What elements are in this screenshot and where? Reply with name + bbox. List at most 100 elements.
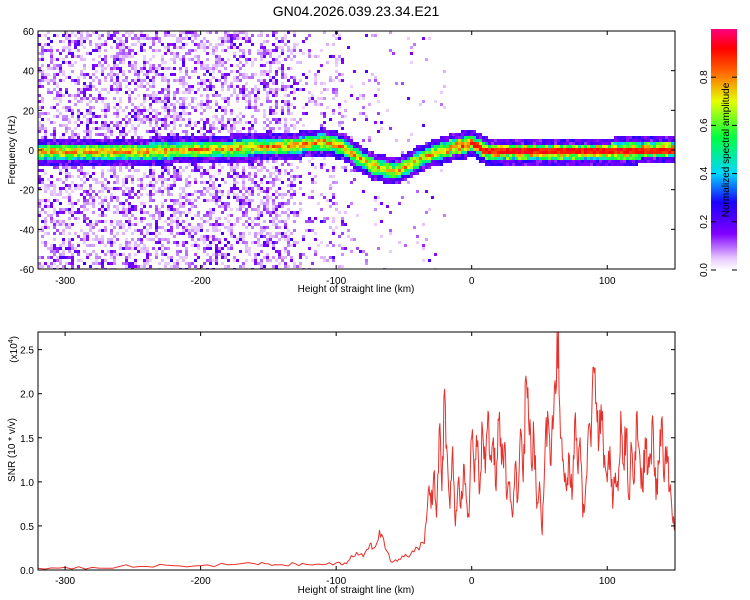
spectrogram-cell xyxy=(134,205,137,208)
spectrogram-cell xyxy=(203,121,206,124)
spectrogram-cell xyxy=(236,208,239,211)
spectrogram-cell xyxy=(194,154,197,157)
spectrogram-cell xyxy=(101,169,104,172)
spectrogram-cell xyxy=(329,55,332,58)
spectrogram-cell xyxy=(293,145,296,148)
spectrogram-cell xyxy=(515,139,518,142)
spectrogram-cell xyxy=(134,130,137,133)
spectrogram-cell xyxy=(206,31,209,34)
spectrogram-cell xyxy=(455,142,458,145)
spectrogram-cell xyxy=(128,169,131,172)
spectrogram-cell xyxy=(230,130,233,133)
spectrogram-cell xyxy=(140,43,143,46)
spectrogram-cell xyxy=(119,151,122,154)
spectrogram-cell xyxy=(245,61,248,64)
spectrogram-cell xyxy=(131,142,134,145)
spectrogram-cell xyxy=(488,160,491,163)
spectrogram-cell xyxy=(62,94,65,97)
spectrogram-cell xyxy=(254,208,257,211)
spectrogram-cell xyxy=(287,202,290,205)
spectrogram-cell xyxy=(308,220,311,223)
spectrogram-cell xyxy=(266,193,269,196)
spectrogram-cell xyxy=(74,142,77,145)
spectrogram-cell xyxy=(296,265,299,268)
spectrogram-cell xyxy=(119,247,122,250)
spectrogram-cell xyxy=(257,136,260,139)
spectrogram-cell xyxy=(206,94,209,97)
spectrogram-cell xyxy=(266,61,269,64)
spectrogram-cell xyxy=(77,79,80,82)
spectrogram-cell xyxy=(113,58,116,61)
spectrogram-cell xyxy=(125,55,128,58)
spectrogram-cell xyxy=(491,151,494,154)
spectrogram-cell xyxy=(431,151,434,154)
spectrogram-cell xyxy=(68,256,71,259)
spectrogram-cell xyxy=(284,232,287,235)
spectrogram-cell xyxy=(155,148,158,151)
spectrogram-cell xyxy=(125,121,128,124)
spectrogram-cell xyxy=(620,160,623,163)
spectrogram-cell xyxy=(74,46,77,49)
spectrogram-cell xyxy=(185,82,188,85)
spectrogram-cell xyxy=(566,163,569,166)
spectrogram-cell xyxy=(518,160,521,163)
spectrogram-cell xyxy=(281,163,284,166)
spectrogram-cell xyxy=(182,46,185,49)
spectrogram-cell xyxy=(173,241,176,244)
spectrogram-cell xyxy=(248,232,251,235)
spectrogram-cell xyxy=(167,109,170,112)
spectrogram-cell xyxy=(221,193,224,196)
spectrogram-cell xyxy=(47,232,50,235)
spectrogram-cell xyxy=(161,67,164,70)
spectrogram-cell xyxy=(308,145,311,148)
spectrogram-cell xyxy=(272,181,275,184)
spectrogram-cell xyxy=(158,154,161,157)
spectrogram-cell xyxy=(254,241,257,244)
spectrogram-cell xyxy=(200,82,203,85)
spectrogram-cell xyxy=(269,133,272,136)
spectrogram-cell xyxy=(38,139,41,142)
spectrogram-cell xyxy=(155,118,158,121)
spectrogram-cell xyxy=(122,145,125,148)
spectrogram-cell xyxy=(86,253,89,256)
spectrogram-cell xyxy=(38,157,41,160)
spectrogram-cell xyxy=(338,157,341,160)
spectrogram-cell xyxy=(380,157,383,160)
spectrogram-cell xyxy=(233,121,236,124)
spectrogram-cell xyxy=(86,199,89,202)
spectrogram-cell xyxy=(626,148,629,151)
spectrogram-cell xyxy=(257,139,260,142)
spectrogram-cell xyxy=(200,103,203,106)
spectrogram-cell xyxy=(131,181,134,184)
spectrogram-cell xyxy=(92,151,95,154)
spectrogram-cell xyxy=(200,85,203,88)
spectrogram-cell xyxy=(374,76,377,79)
spectrogram-cell xyxy=(128,49,131,52)
spectrogram-cell xyxy=(236,130,239,133)
spectrogram-cell xyxy=(248,91,251,94)
spectrogram-cell xyxy=(236,34,239,37)
spectrogram-cell xyxy=(422,154,425,157)
spectrogram-cell xyxy=(449,136,452,139)
spectrogram-cell xyxy=(197,145,200,148)
spectrogram-cell xyxy=(47,160,50,163)
spectrogram-cell xyxy=(164,109,167,112)
spectrogram-cell xyxy=(86,73,89,76)
spectrogram-cell xyxy=(233,43,236,46)
spectrogram-cell xyxy=(272,208,275,211)
spectrogram-cell xyxy=(275,70,278,73)
spectrogram-cell xyxy=(209,85,212,88)
spectrogram-cell xyxy=(59,79,62,82)
spectrogram-cell xyxy=(50,265,53,268)
spectrogram-cell xyxy=(386,166,389,169)
spectrogram-cell xyxy=(53,208,56,211)
spectrogram-cell xyxy=(260,34,263,37)
spectrogram-cell xyxy=(302,130,305,133)
spectrogram-cell xyxy=(206,151,209,154)
spectrogram-cell xyxy=(122,163,125,166)
spectrogram-cell xyxy=(47,154,50,157)
spectrogram-cell xyxy=(362,106,365,109)
spectrogram-cell xyxy=(206,211,209,214)
spectrogram-cell xyxy=(263,235,266,238)
spectrogram-cell xyxy=(95,220,98,223)
